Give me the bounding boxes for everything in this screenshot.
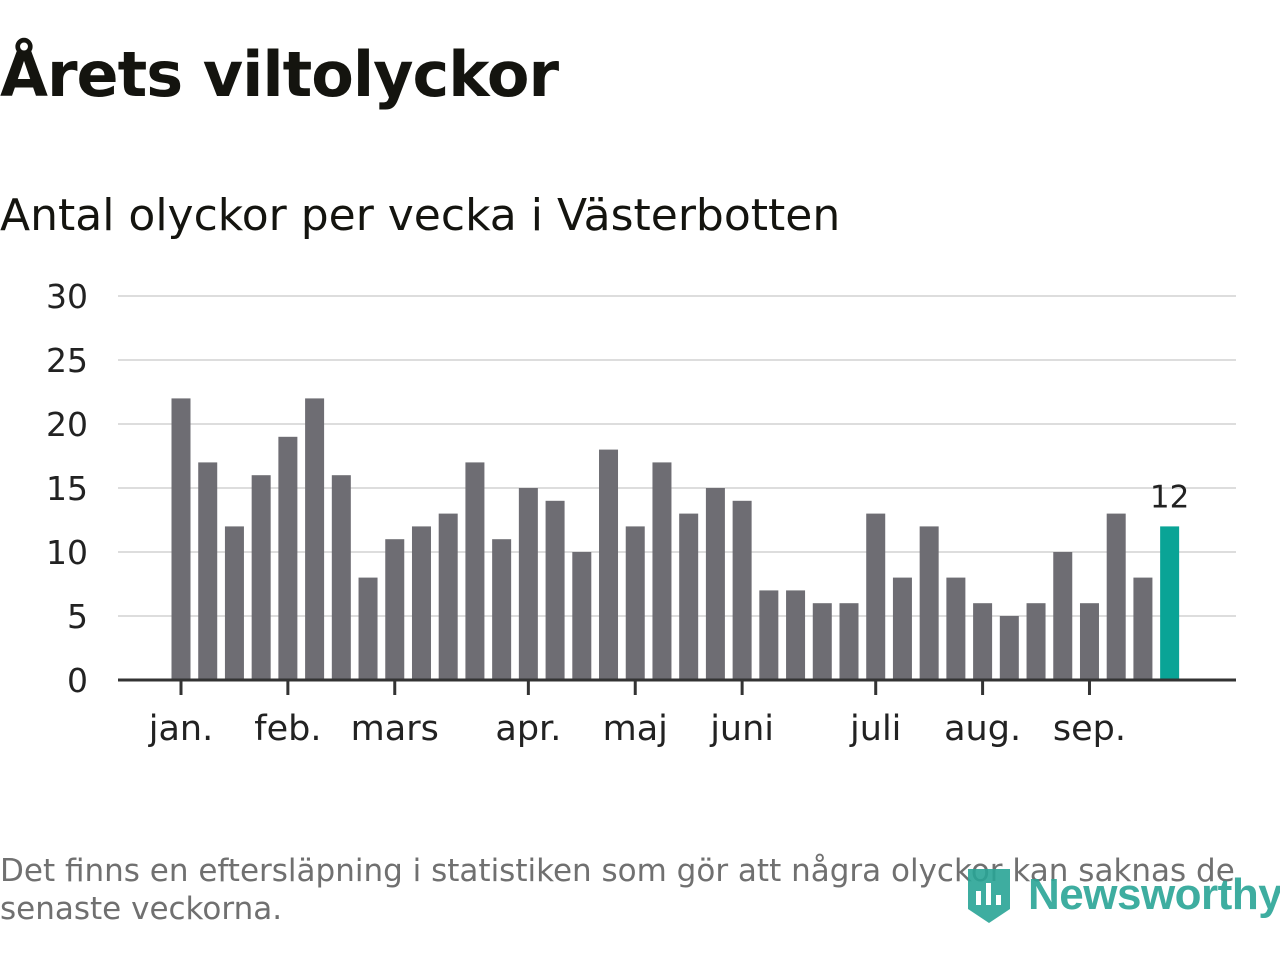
bar [545, 500, 565, 680]
bar [705, 488, 725, 680]
bar [1053, 552, 1073, 680]
bar-chart: 0 5 10 15 20 25 30 12 jan. feb. mars apr. maj juni jul… [46, 277, 1236, 749]
bar [305, 398, 325, 680]
bar [1133, 577, 1153, 680]
bar [625, 526, 645, 680]
data-label: 12 [1150, 479, 1189, 515]
bar [919, 526, 939, 680]
bar [946, 577, 966, 680]
bar [679, 513, 699, 680]
y-tick-label: 10 [46, 533, 88, 572]
bar [224, 526, 244, 680]
x-tick-label: juni [709, 709, 774, 749]
bar [1079, 603, 1099, 680]
x-tick-label: feb. [254, 709, 321, 749]
footnote: Det finns en eftersläpning i statistiken… [0, 853, 1235, 927]
bar [866, 513, 886, 680]
bar [572, 552, 592, 680]
y-tick-label: 30 [46, 277, 88, 316]
x-tick-label: jan. [148, 709, 213, 749]
bar [465, 462, 485, 680]
y-tick-label: 15 [46, 469, 88, 508]
logo-text: Newsworthy [1028, 870, 1280, 919]
bar [492, 539, 512, 680]
bar [438, 513, 458, 680]
x-tick-label: apr. [495, 709, 561, 749]
x-tick-label: mars [351, 709, 439, 749]
bar [411, 526, 431, 680]
y-tick-label: 25 [46, 341, 88, 380]
bar [973, 603, 993, 680]
bar [518, 488, 538, 680]
newsworthy-logo: Newsworthy [964, 860, 1280, 930]
bar [812, 603, 832, 680]
bar [892, 577, 912, 680]
bar [171, 398, 191, 680]
bar [358, 577, 378, 680]
chart-subtitle: Antal olyckor per vecka i Västerbotten [0, 190, 841, 241]
bar [732, 500, 752, 680]
bar [999, 616, 1019, 680]
bar [198, 462, 218, 680]
bar [786, 590, 806, 680]
bar [251, 475, 271, 680]
bar [278, 436, 298, 680]
bar [652, 462, 672, 680]
chart-title: Årets viltolyckor [0, 38, 559, 111]
x-tick-label: maj [603, 709, 668, 749]
x-tick-label: aug. [944, 709, 1021, 749]
bar [385, 539, 405, 680]
newsworthy-logo-icon [968, 869, 1010, 923]
bar [1026, 603, 1046, 680]
x-tick-label: juli [849, 709, 901, 749]
y-tick-label: 0 [67, 661, 88, 700]
bar [1106, 513, 1126, 680]
bar [331, 475, 351, 680]
bar [839, 603, 859, 680]
x-tick-label: sep. [1053, 709, 1126, 749]
bar [759, 590, 779, 680]
bar-highlight [1160, 526, 1180, 680]
bar [599, 449, 619, 680]
y-tick-label: 20 [46, 405, 88, 444]
y-tick-label: 5 [67, 597, 88, 636]
